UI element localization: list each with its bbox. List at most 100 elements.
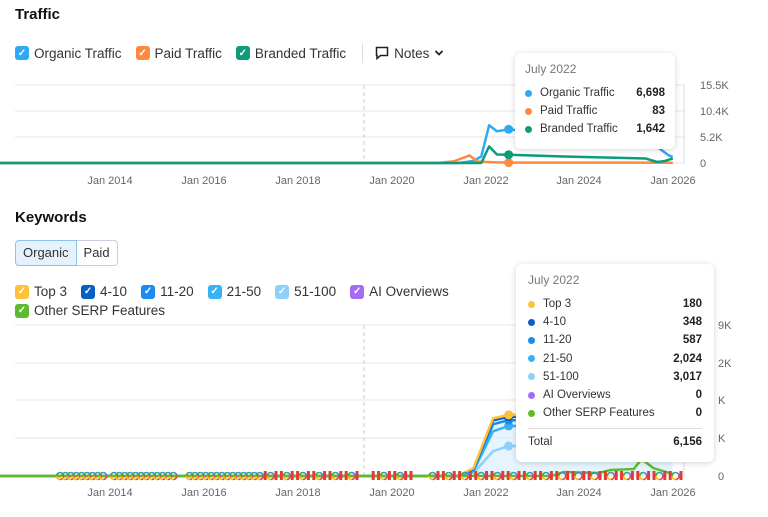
serp-change-marker-icon: [598, 471, 602, 480]
legend-branded-traffic[interactable]: ✓ Branded Traffic: [235, 46, 346, 61]
checkbox-icon[interactable]: ✓: [275, 284, 290, 299]
marker-arc: [331, 475, 336, 481]
notes-dropdown[interactable]: Notes: [375, 46, 444, 61]
checkbox-icon[interactable]: ✓: [81, 284, 96, 299]
marker-arc: [259, 471, 265, 477]
serp-change-marker-icon: [539, 471, 543, 480]
serp-change-marker-icon: [371, 471, 375, 480]
marker-arc: [578, 471, 583, 477]
legend-51-100[interactable]: ✓ 51-100: [275, 284, 336, 299]
marker-arc: [77, 471, 82, 477]
marker-arc: [196, 475, 201, 481]
google-update-marker-icon: [282, 471, 292, 481]
serp-change-marker-icon: [468, 471, 472, 480]
tab-organic[interactable]: Organic: [15, 240, 77, 266]
checkbox-icon[interactable]: ✓: [235, 46, 250, 60]
marker-arc: [626, 475, 632, 481]
x-tick-label: Jan 2016: [181, 175, 226, 187]
marker-arc: [562, 471, 567, 477]
series-dot-icon: [525, 89, 532, 97]
marker-arc: [190, 475, 196, 481]
marker-arc: [610, 475, 616, 481]
marker-arc: [173, 475, 178, 481]
x-tick-label: Jan 2014: [87, 175, 132, 187]
serp-change-marker-icon: [296, 471, 300, 480]
checkbox-icon[interactable]: ✓: [207, 284, 222, 299]
checkbox-icon[interactable]: ✓: [15, 46, 29, 60]
marker-arc: [286, 471, 292, 477]
marker-arc: [201, 471, 206, 477]
serp-change-marker-icon: [630, 471, 634, 480]
serp-change-marker-icon: [679, 471, 683, 480]
marker-arc: [432, 471, 437, 477]
tab-paid[interactable]: Paid: [76, 240, 118, 266]
x-tick-label: Jan 2024: [556, 487, 601, 499]
google-update-marker-icon: [298, 471, 308, 481]
serp-change-marker-icon: [566, 471, 570, 480]
hover-point: [504, 441, 514, 451]
marker-arc: [163, 471, 169, 477]
tooltip-row: Other SERP Features 0: [528, 404, 702, 422]
marker-arc: [185, 471, 190, 477]
serp-change-marker-icon: [506, 471, 510, 480]
marker-arc: [131, 471, 136, 477]
serp-change-marker-icon: [614, 471, 618, 480]
marker-arc: [622, 475, 628, 481]
legend-4-10[interactable]: ✓ 4-10: [81, 284, 127, 299]
marker-arc: [557, 471, 563, 477]
marker-arc: [574, 475, 579, 481]
serp-change-marker-icon: [501, 471, 505, 480]
marker-arc: [428, 475, 433, 481]
marker-arc: [190, 471, 196, 477]
marker-arc: [82, 475, 88, 481]
serp-change-marker-icon: [517, 471, 521, 480]
marker-arc: [158, 471, 163, 477]
marker-arc: [55, 475, 61, 481]
google-update-marker-icon: [557, 471, 567, 481]
google-update-marker-icon: [347, 471, 356, 481]
comment-icon: [375, 46, 389, 60]
checkbox-icon[interactable]: ✓: [141, 284, 156, 299]
checkbox-icon[interactable]: ✓: [135, 46, 150, 60]
marker-arc: [525, 471, 530, 477]
series-dot-icon: [528, 300, 535, 308]
marker-arc: [314, 471, 320, 477]
legend-label: 21-50: [226, 284, 262, 299]
marker-arc: [169, 471, 174, 477]
x-tick-label: Jan 2018: [275, 487, 320, 499]
legend-11-20[interactable]: ✓ 11-20: [141, 284, 194, 299]
serp-change-marker-icon: [636, 471, 640, 480]
notes-label: Notes: [394, 45, 430, 61]
legend-21-50[interactable]: ✓ 21-50: [207, 284, 262, 299]
checkbox-icon[interactable]: ✓: [350, 284, 365, 299]
serp-change-marker-icon: [344, 471, 348, 480]
legend-label: AI Overviews: [369, 284, 449, 299]
marker-arc: [481, 471, 486, 477]
legend-ai-overviews[interactable]: ✓ AI Overviews: [350, 284, 449, 299]
tooltip-row-label: 4-10: [543, 316, 567, 329]
serp-change-marker-icon: [582, 471, 586, 480]
marker-arc: [493, 475, 498, 481]
legend-label: 11-20: [160, 284, 194, 299]
tooltip-row-value: 1,642: [636, 123, 665, 136]
marker-arc: [400, 475, 405, 481]
divider: [362, 43, 364, 63]
marker-arc: [643, 475, 648, 481]
series-dot-icon: [528, 409, 535, 417]
tooltip-row-value: 2,024: [673, 352, 702, 365]
marker-arc: [142, 471, 147, 477]
legend-top-3[interactable]: ✓ Top 3: [15, 284, 67, 299]
tooltip-row-value: 0: [695, 407, 702, 420]
serp-change-marker-icon: [306, 471, 310, 480]
legend-other-serp-features[interactable]: ✓ Other SERP Features: [15, 303, 165, 318]
google-update-marker-icon: [428, 471, 437, 481]
checkbox-icon[interactable]: ✓: [15, 284, 29, 299]
marker-arc: [223, 471, 228, 477]
legend-organic-traffic[interactable]: ✓ Organic Traffic: [15, 46, 122, 61]
checkbox-icon[interactable]: ✓: [15, 303, 29, 318]
google-update-marker-icon: [622, 471, 632, 481]
legend-paid-traffic[interactable]: ✓ Paid Traffic: [135, 46, 222, 61]
marker-arc: [88, 475, 93, 481]
hover-point: [504, 158, 514, 168]
